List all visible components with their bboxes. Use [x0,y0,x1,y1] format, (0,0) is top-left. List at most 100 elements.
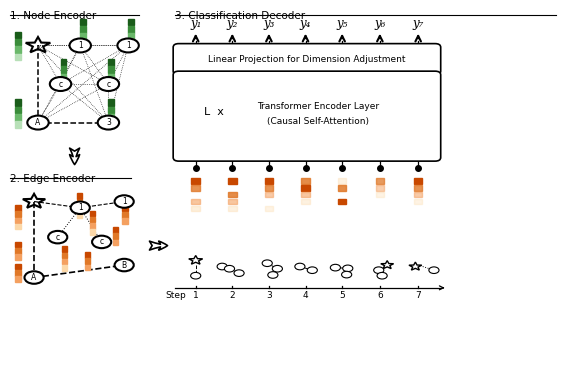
Bar [191,199,200,205]
Text: y₄: y₄ [300,17,311,30]
Circle shape [377,272,387,279]
Bar [15,248,20,254]
Circle shape [234,270,244,276]
Circle shape [117,38,139,53]
Bar [113,227,118,233]
Bar [91,211,96,216]
Text: y₂: y₂ [226,17,238,30]
Bar [109,107,114,113]
Bar [128,41,134,47]
Bar [265,206,273,211]
Bar [62,253,67,258]
Text: Linear Projection for Dimension Adjustment: Linear Projection for Dimension Adjustme… [208,55,406,64]
Bar [15,218,20,223]
Text: y₇: y₇ [413,17,424,30]
Bar [228,192,237,198]
Circle shape [50,77,71,91]
Bar [78,200,83,205]
Bar [61,66,66,73]
Bar [91,217,96,222]
Text: 2: 2 [229,291,235,300]
Text: B: B [122,260,127,270]
Text: c: c [100,238,104,246]
Circle shape [98,77,119,91]
Bar [109,100,114,106]
Bar [414,192,422,198]
Bar [15,205,20,211]
Bar [376,178,384,184]
Bar [109,74,114,80]
Bar [15,242,20,248]
Text: 1: 1 [122,197,127,206]
Bar [265,192,273,198]
Bar [15,211,20,217]
Circle shape [225,265,234,272]
Bar [414,178,422,184]
Text: Transformer Encoder Layer: Transformer Encoder Layer [257,102,379,111]
Bar [414,185,422,191]
Text: L  x: L x [204,107,224,117]
Bar [122,206,127,211]
Circle shape [48,231,67,243]
Bar [376,192,384,198]
Text: c: c [58,80,63,88]
Bar [15,31,21,38]
Bar [109,114,114,121]
Bar [61,81,66,88]
Bar [80,41,86,47]
Circle shape [217,263,227,270]
Text: 2. Edge Encoder: 2. Edge Encoder [10,174,95,184]
Bar [85,265,90,270]
Bar [80,18,86,25]
Bar [128,18,134,25]
Text: 3. Classification Decoder: 3. Classification Decoder [175,11,305,21]
Text: c: c [106,80,110,88]
Bar [191,206,200,211]
Circle shape [92,236,111,248]
Bar [85,252,90,258]
Bar [15,264,20,269]
Text: (Causal Self-Attention): (Causal Self-Attention) [267,117,369,126]
Bar [15,39,21,46]
FancyBboxPatch shape [173,44,441,75]
Bar [228,178,237,184]
Text: 1: 1 [126,41,131,50]
Bar [376,185,384,191]
Bar [91,229,96,235]
Bar [15,276,20,282]
Bar [109,81,114,88]
Bar [15,100,21,106]
Circle shape [429,267,439,273]
Bar [62,246,67,252]
FancyBboxPatch shape [173,71,441,161]
Text: 3: 3 [106,118,111,127]
Text: 3: 3 [266,291,272,300]
Bar [265,185,273,191]
Circle shape [70,38,91,53]
Circle shape [98,115,119,130]
Bar [80,33,86,40]
Circle shape [24,271,44,284]
Bar [109,59,114,65]
Bar [109,121,114,128]
Circle shape [27,115,49,130]
Bar [62,265,67,270]
Bar [80,26,86,33]
Bar [15,224,20,229]
Bar [78,206,83,211]
Text: 1: 1 [193,291,199,300]
Bar [122,218,127,224]
Bar [301,192,310,198]
Bar [61,74,66,80]
Circle shape [374,267,384,273]
Bar [78,212,83,218]
Bar [338,185,346,191]
Bar [15,114,21,121]
Text: y₁: y₁ [190,17,201,30]
Bar [301,185,310,191]
Text: 4: 4 [303,291,308,300]
Text: Step: Step [166,291,187,300]
Bar [113,240,118,245]
Circle shape [331,264,340,271]
Bar [113,233,118,239]
